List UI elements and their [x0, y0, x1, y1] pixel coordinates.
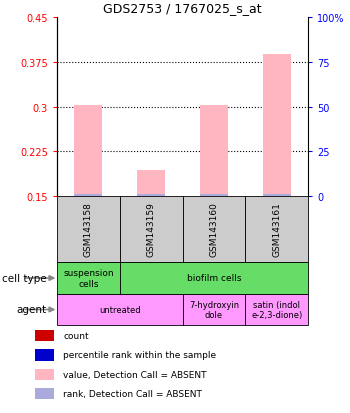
Text: biofilm cells: biofilm cells: [187, 274, 241, 283]
Text: count: count: [63, 331, 89, 340]
Text: 7-hydroxyin
dole: 7-hydroxyin dole: [189, 300, 239, 319]
Text: untreated: untreated: [99, 305, 141, 314]
Bar: [182, 197, 245, 262]
Bar: [245, 197, 308, 262]
Bar: [120, 197, 182, 262]
Text: GSM143161: GSM143161: [272, 202, 281, 257]
Bar: [137, 171, 165, 197]
Bar: [182, 294, 245, 325]
Text: satin (indol
e-2,3-dione): satin (indol e-2,3-dione): [251, 300, 302, 319]
Text: percentile rank within the sample: percentile rank within the sample: [63, 351, 216, 360]
Text: suspension
cells: suspension cells: [63, 268, 114, 288]
Bar: [35, 349, 54, 361]
Bar: [200, 106, 228, 197]
Bar: [57, 197, 120, 262]
Text: cell type: cell type: [2, 273, 47, 283]
Bar: [74, 106, 103, 197]
Bar: [262, 55, 291, 197]
Text: agent: agent: [16, 305, 47, 315]
Bar: [200, 195, 228, 197]
Bar: [120, 262, 308, 294]
Title: GDS2753 / 1767025_s_at: GDS2753 / 1767025_s_at: [103, 2, 262, 15]
Text: GSM143159: GSM143159: [147, 202, 156, 257]
Bar: [35, 388, 54, 399]
Bar: [35, 330, 54, 342]
Bar: [57, 262, 120, 294]
Text: value, Detection Call = ABSENT: value, Detection Call = ABSENT: [63, 370, 206, 379]
Text: rank, Detection Call = ABSENT: rank, Detection Call = ABSENT: [63, 389, 202, 398]
Bar: [35, 369, 54, 380]
Bar: [137, 195, 165, 197]
Bar: [74, 195, 103, 197]
Text: GSM143158: GSM143158: [84, 202, 93, 257]
Text: GSM143160: GSM143160: [209, 202, 218, 257]
Bar: [57, 294, 182, 325]
Bar: [262, 195, 291, 197]
Bar: [245, 294, 308, 325]
